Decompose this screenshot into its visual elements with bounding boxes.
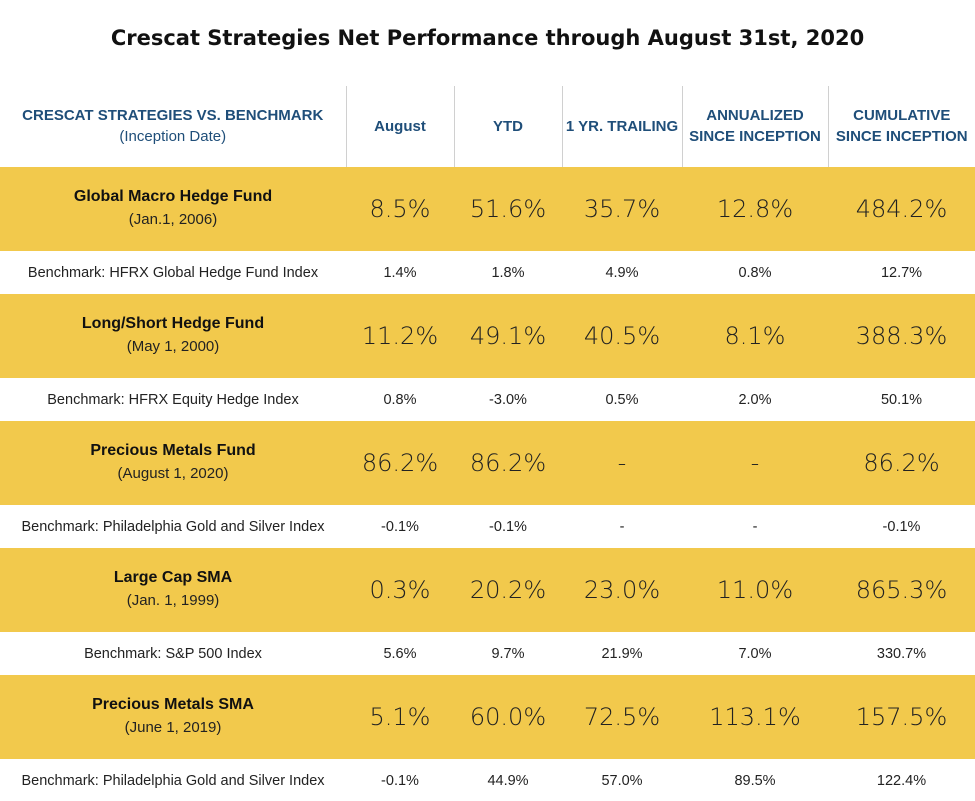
header-row: CRESCAT STRATEGIES VS. BENCHMARK (Incept…	[0, 86, 975, 167]
fund-value-cell: 86.2%	[828, 421, 975, 507]
fund-value-cell: 86.2%	[346, 421, 454, 507]
benchmark-value-cell: 89.5%	[682, 760, 828, 801]
benchmark-name: Benchmark: Philadelphia Gold and Silver …	[0, 760, 346, 801]
benchmark-value-cell: 2.0%	[682, 379, 828, 421]
benchmark-name: Benchmark: Philadelphia Gold and Silver …	[0, 506, 346, 548]
benchmark-value-cell: -	[562, 506, 682, 548]
table-body: Global Macro Hedge Fund(Jan.1, 2006)8.5%…	[0, 167, 975, 801]
chart-title: Crescat Strategies Net Performance throu…	[0, 26, 975, 50]
benchmark-name: Benchmark: HFRX Equity Hedge Index	[0, 379, 346, 421]
fund-value-cell: 11.0%	[682, 548, 828, 634]
fund-value-cell: 113.1%	[682, 675, 828, 761]
benchmark-row: Benchmark: Philadelphia Gold and Silver …	[0, 506, 975, 548]
performance-table: CRESCAT STRATEGIES VS. BENCHMARK (Incept…	[0, 86, 975, 801]
benchmark-row: Benchmark: Philadelphia Gold and Silver …	[0, 760, 975, 801]
benchmark-value-cell: 50.1%	[828, 379, 975, 421]
fund-row: Global Macro Hedge Fund(Jan.1, 2006)8.5%…	[0, 167, 975, 253]
fund-name-cell: Precious Metals Fund(August 1, 2020)	[0, 421, 346, 507]
benchmark-value-cell: 0.5%	[562, 379, 682, 421]
fund-name-cell: Precious Metals SMA(June 1, 2019)	[0, 675, 346, 761]
fund-value-cell: 865.3%	[828, 548, 975, 634]
fund-inception-date: (May 1, 2000)	[2, 335, 344, 359]
benchmark-value-cell: 21.9%	[562, 633, 682, 675]
fund-value-cell: 51.6%	[454, 167, 562, 253]
fund-inception-date: (Jan.1, 2006)	[2, 208, 344, 232]
column-header-august: August	[346, 86, 454, 167]
benchmark-value-cell: 7.0%	[682, 633, 828, 675]
benchmark-value-cell: 122.4%	[828, 760, 975, 801]
column-header-1yr: 1 YR. TRAILING	[562, 86, 682, 167]
fund-inception-date: (Jan. 1, 1999)	[2, 589, 344, 613]
fund-value-cell: 23.0%	[562, 548, 682, 634]
benchmark-value-cell: 44.9%	[454, 760, 562, 801]
benchmark-value-cell: 0.8%	[682, 252, 828, 294]
benchmark-name: Benchmark: HFRX Global Hedge Fund Index	[0, 252, 346, 294]
fund-value-cell: -	[562, 421, 682, 507]
column-header-strategy: CRESCAT STRATEGIES VS. BENCHMARK (Incept…	[0, 86, 346, 167]
fund-row: Long/Short Hedge Fund(May 1, 2000)11.2%4…	[0, 294, 975, 380]
benchmark-value-cell: 12.7%	[828, 252, 975, 294]
fund-value-cell: 35.7%	[562, 167, 682, 253]
fund-value-cell: -	[682, 421, 828, 507]
column-header-label: 1 YR. TRAILING	[566, 118, 678, 135]
fund-value-cell: 11.2%	[346, 294, 454, 380]
column-header-label: CUMULATIVE SINCE INCEPTION	[836, 107, 968, 145]
column-header-sub: (Inception Date)	[2, 126, 344, 147]
fund-name-cell: Global Macro Hedge Fund(Jan.1, 2006)	[0, 167, 346, 253]
fund-row: Precious Metals Fund(August 1, 2020)86.2…	[0, 421, 975, 507]
fund-inception-date: (August 1, 2020)	[2, 462, 344, 486]
benchmark-value-cell: 1.8%	[454, 252, 562, 294]
fund-value-cell: 72.5%	[562, 675, 682, 761]
fund-value-cell: 60.0%	[454, 675, 562, 761]
fund-name: Precious Metals Fund	[2, 440, 344, 462]
fund-value-cell: 8.5%	[346, 167, 454, 253]
fund-inception-date: (June 1, 2019)	[2, 716, 344, 740]
fund-value-cell: 484.2%	[828, 167, 975, 253]
fund-value-cell: 5.1%	[346, 675, 454, 761]
benchmark-value-cell: 0.8%	[346, 379, 454, 421]
fund-value-cell: 86.2%	[454, 421, 562, 507]
benchmark-value-cell: -0.1%	[346, 760, 454, 801]
benchmark-value-cell: -	[682, 506, 828, 548]
benchmark-name: Benchmark: S&P 500 Index	[0, 633, 346, 675]
fund-row: Precious Metals SMA(June 1, 2019)5.1%60.…	[0, 675, 975, 761]
fund-name-cell: Long/Short Hedge Fund(May 1, 2000)	[0, 294, 346, 380]
fund-name: Large Cap SMA	[2, 567, 344, 589]
fund-name-cell: Large Cap SMA(Jan. 1, 1999)	[0, 548, 346, 634]
fund-value-cell: 8.1%	[682, 294, 828, 380]
benchmark-value-cell: 1.4%	[346, 252, 454, 294]
fund-value-cell: 157.5%	[828, 675, 975, 761]
benchmark-value-cell: -0.1%	[346, 506, 454, 548]
column-header-annualized: ANNUALIZED SINCE INCEPTION	[682, 86, 828, 167]
column-header-cumulative: CUMULATIVE SINCE INCEPTION	[828, 86, 975, 167]
fund-row: Large Cap SMA(Jan. 1, 1999)0.3%20.2%23.0…	[0, 548, 975, 634]
fund-value-cell: 12.8%	[682, 167, 828, 253]
benchmark-value-cell: -3.0%	[454, 379, 562, 421]
column-header-ytd: YTD	[454, 86, 562, 167]
benchmark-value-cell: -0.1%	[828, 506, 975, 548]
fund-value-cell: 0.3%	[346, 548, 454, 634]
fund-value-cell: 388.3%	[828, 294, 975, 380]
fund-name: Precious Metals SMA	[2, 694, 344, 716]
fund-value-cell: 49.1%	[454, 294, 562, 380]
benchmark-value-cell: 5.6%	[346, 633, 454, 675]
fund-value-cell: 40.5%	[562, 294, 682, 380]
benchmark-value-cell: 57.0%	[562, 760, 682, 801]
column-header-label: CRESCAT STRATEGIES VS. BENCHMARK	[2, 105, 344, 126]
benchmark-value-cell: 330.7%	[828, 633, 975, 675]
column-header-label: ANNUALIZED SINCE INCEPTION	[689, 107, 821, 145]
benchmark-value-cell: -0.1%	[454, 506, 562, 548]
fund-name: Long/Short Hedge Fund	[2, 313, 344, 335]
benchmark-value-cell: 9.7%	[454, 633, 562, 675]
fund-name: Global Macro Hedge Fund	[2, 186, 344, 208]
fund-value-cell: 20.2%	[454, 548, 562, 634]
benchmark-value-cell: 4.9%	[562, 252, 682, 294]
